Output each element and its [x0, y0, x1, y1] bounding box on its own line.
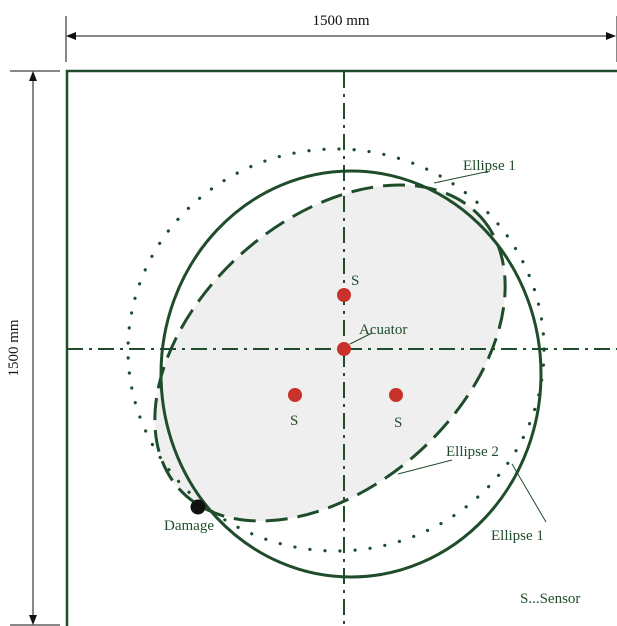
ellipse-1-top-label: Ellipse 1	[463, 158, 516, 174]
ellipse-1-top-leader	[433, 170, 491, 184]
sensor-top-label: S	[351, 273, 359, 289]
sensor-left-label: S	[290, 413, 298, 429]
ellipse-2-label: Ellipse 2	[446, 444, 499, 460]
ellipse-2-leader	[397, 459, 453, 475]
ellipse-1-bottom-leader	[511, 463, 547, 523]
actuator-marker	[337, 342, 351, 356]
damage-label: Damage	[164, 518, 214, 534]
ellipse-2	[153, 183, 507, 523]
actuator-label: Acuator	[359, 322, 407, 338]
width-dimension-label: 1500 mm	[312, 13, 369, 29]
dotted-circle	[126, 147, 546, 553]
ellipse-1-bottom-label: Ellipse 1	[491, 528, 544, 544]
plate-outline	[65, 69, 617, 626]
height-dimension-label: 1500 mm	[6, 319, 22, 376]
sensor-right-label: S	[394, 415, 402, 431]
sensor-legend: S...Sensor	[520, 591, 580, 607]
sensor-top-marker	[337, 288, 351, 302]
sensor-left-marker	[288, 388, 302, 402]
sensor-right-marker	[389, 388, 403, 402]
damage-marker	[190, 499, 206, 515]
ellipse-2-shaded-region	[154, 185, 506, 521]
actuator-leader	[349, 332, 373, 345]
